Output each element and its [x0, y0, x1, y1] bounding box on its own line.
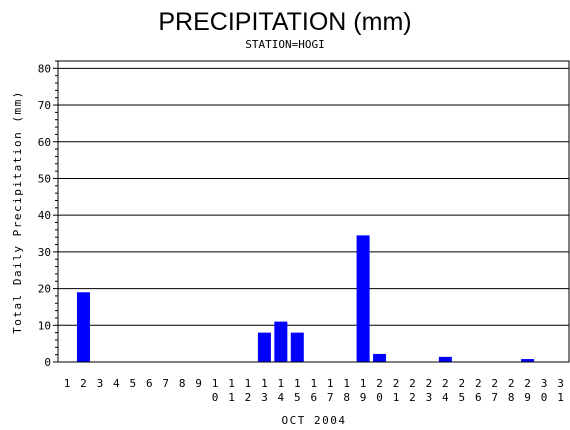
y-tick-label: 60 — [38, 136, 51, 149]
bars — [76, 235, 535, 362]
x-tick-label: 2 — [524, 377, 531, 390]
x-axis-label: OCT 2004 — [282, 414, 347, 427]
y-tick-label: 70 — [38, 99, 51, 112]
x-tick-label: 9 — [524, 391, 531, 404]
bar-day-20 — [373, 353, 387, 362]
x-tick-label: 7 — [327, 391, 334, 404]
x-tick-label: 4 — [442, 391, 449, 404]
bar-day-29 — [521, 359, 535, 362]
x-tick-label: 1 — [261, 377, 268, 390]
x-tick-label: 2 — [508, 377, 515, 390]
x-tick-label: 8 — [508, 391, 515, 404]
x-tick-label: 4 — [278, 391, 285, 404]
x-tick-label: 0 — [376, 391, 383, 404]
x-tick-label: 1 — [343, 377, 350, 390]
bar-day-24 — [438, 356, 452, 362]
x-tick-label: 2 — [245, 391, 252, 404]
x-tick-label: 2 — [409, 377, 416, 390]
bar-day-13 — [257, 332, 271, 362]
x-tick-label: 1 — [310, 377, 317, 390]
y-tick-label: 40 — [38, 209, 51, 222]
x-tick-label: 9 — [360, 391, 367, 404]
x-tick-label: 8 — [179, 377, 186, 390]
y-axis-label: Total Daily Precipitation (mm) — [11, 90, 24, 334]
x-tick-label: 2 — [80, 377, 87, 390]
x-tick-label: 9 — [195, 377, 202, 390]
x-tick-label: 5 — [129, 377, 136, 390]
x-tick-label: 2 — [376, 377, 383, 390]
x-tick-label: 2 — [458, 377, 465, 390]
x-tick-label: 1 — [228, 391, 235, 404]
x-tick-label: 7 — [491, 391, 498, 404]
x-tick-label: 1 — [278, 377, 285, 390]
x-axis-ticks: 1 2 3 4 5 6 7 8 9 1011121314151617181920212223242… — [64, 377, 564, 404]
x-tick-label: 1 — [557, 391, 564, 404]
x-tick-label: 6 — [310, 391, 317, 404]
x-tick-label: 1 — [393, 391, 400, 404]
y-tick-label: 80 — [38, 62, 51, 75]
x-tick-label: 3 — [557, 377, 564, 390]
x-tick-label: 1 — [212, 377, 219, 390]
x-tick-label: 6 — [475, 391, 482, 404]
x-tick-label: 1 — [64, 377, 71, 390]
x-tick-label: 3 — [261, 391, 268, 404]
chart-subtitle: STATION=HOGI — [245, 38, 324, 51]
x-tick-label: 2 — [475, 377, 482, 390]
x-tick-label: 4 — [113, 377, 120, 390]
x-tick-label: 5 — [294, 391, 301, 404]
y-tick-label: 20 — [38, 283, 51, 296]
x-tick-label: 1 — [245, 377, 252, 390]
x-tick-label: 1 — [327, 377, 334, 390]
bar-day-14 — [274, 321, 288, 362]
x-tick-label: 3 — [97, 377, 104, 390]
bar-day-19 — [356, 235, 370, 362]
bar-day-15 — [290, 332, 304, 362]
y-axis-ticks: 0 10 20 30 40 50 60 70 80 — [38, 60, 58, 369]
x-tick-label: 2 — [442, 377, 449, 390]
x-tick-label: 2 — [426, 377, 433, 390]
x-tick-label: 3 — [426, 391, 433, 404]
y-tick-label: 0 — [44, 356, 51, 369]
x-tick-label: 2 — [409, 391, 416, 404]
x-tick-label: 0 — [541, 391, 548, 404]
x-tick-label: 5 — [458, 391, 465, 404]
chart-title: PRECIPITATION (mm) — [158, 8, 411, 36]
plot-frame — [57, 60, 570, 363]
x-tick-label: 1 — [228, 377, 235, 390]
x-tick-label: 0 — [212, 391, 219, 404]
y-tick-label: 10 — [38, 319, 51, 332]
y-tick-label: 50 — [38, 172, 51, 185]
x-tick-label: 1 — [294, 377, 301, 390]
gridlines — [58, 67, 569, 326]
x-tick-label: 2 — [491, 377, 498, 390]
bar-day-2 — [76, 292, 90, 362]
x-tick-label: 7 — [162, 377, 169, 390]
x-tick-label: 3 — [541, 377, 548, 390]
x-tick-label: 2 — [393, 377, 400, 390]
x-tick-label: 1 — [360, 377, 367, 390]
y-tick-label: 30 — [38, 246, 51, 259]
x-tick-label: 8 — [343, 391, 350, 404]
x-tick-label: 6 — [146, 377, 153, 390]
